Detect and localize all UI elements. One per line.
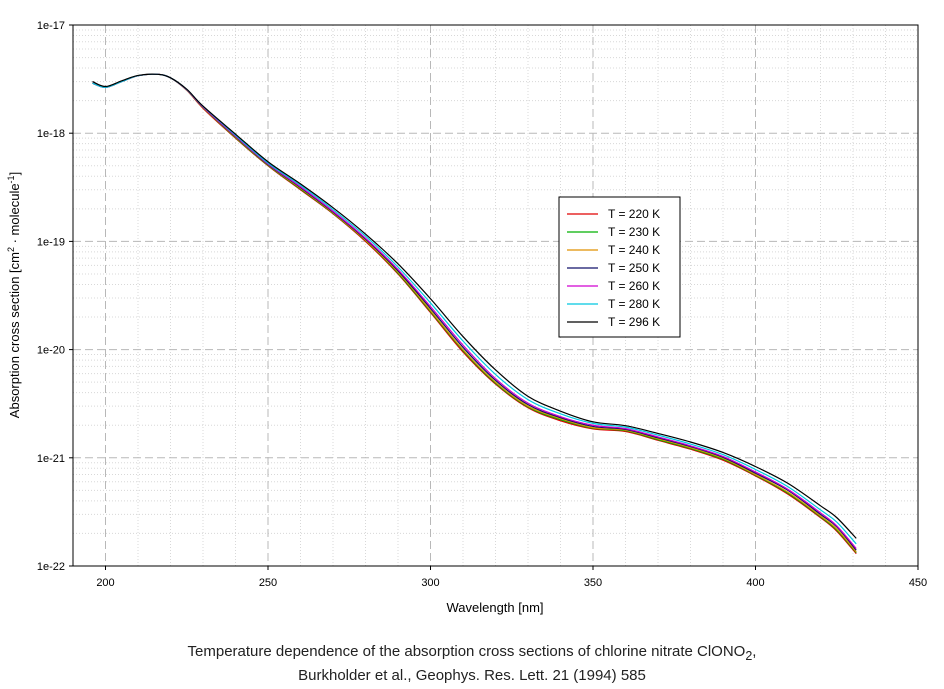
x-axis-label: Wavelength [nm] [446,600,543,615]
y-tick-label: 1e-17 [37,20,65,32]
x-tick-label: 400 [746,577,764,589]
legend-label: T = 230 K [608,225,660,239]
x-tick-label: 450 [909,577,927,589]
legend-label: T = 260 K [608,279,660,293]
y-axis-label: Absorption cross section [cm2 · molecule… [6,172,22,418]
x-tick-label: 200 [96,577,114,589]
legend-label: T = 250 K [608,261,660,275]
x-tick-label: 350 [584,577,602,589]
plot-frame [72,24,919,567]
y-tick-label: 1e-19 [37,236,65,248]
legend: T = 220 K T = 230 K T = 240 K T = 250 K T = … [558,196,681,338]
legend-label: T = 240 K [608,243,660,257]
series-line-296k [92,73,857,539]
figure-caption-line-2: Burkholder et al., Geophys. Res. Lett. 2… [298,667,646,684]
figure-caption-line-1: Temperature dependence of the absorption… [187,643,757,663]
legend-label: T = 220 K [608,207,660,221]
x-axis-ticks: 200 250 300 350 400 450 [96,566,927,589]
series-line-230k [92,73,857,553]
x-tick-label: 250 [259,577,277,589]
y-tick-label: 1e-21 [37,453,65,465]
legend-items: T = 220 K T = 230 K T = 240 K T = 250 K T = … [567,207,660,329]
y-axis-ticks: 1e-22 1e-21 1e-20 1e-19 1e-18 1e-17 [37,20,73,573]
series-line-220k [92,73,857,555]
y-tick-label: 1e-18 [37,128,65,140]
x-tick-label: 300 [421,577,439,589]
legend-label: T = 280 K [608,297,660,311]
series-line-240k [92,73,857,553]
series-line-260k [92,73,857,549]
series-lines [92,73,857,555]
legend-box [558,196,681,338]
y-tick-label: 1e-20 [37,345,65,357]
series-line-280k [92,73,857,545]
legend-label: T = 296 K [608,315,660,329]
series-line-250k [92,73,857,551]
y-tick-label: 1e-22 [37,561,65,573]
